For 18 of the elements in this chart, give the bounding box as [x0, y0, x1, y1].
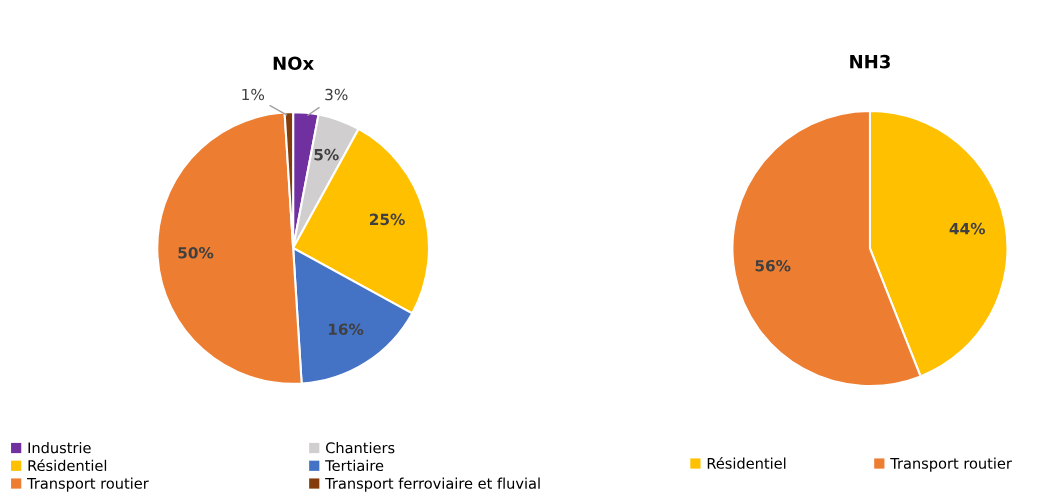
data-label: 1% [242, 88, 265, 101]
data-label: 50% [178, 247, 214, 259]
chart-title: NH3 [850, 54, 890, 69]
data-label: 5% [314, 148, 339, 161]
legend-label: Tertiaire [325, 459, 384, 472]
legend-label: Résidentiel [28, 459, 107, 472]
legend-label: Industrie [28, 442, 91, 454]
legend-label: Transport routier [890, 457, 1012, 472]
data-label: 56% [755, 259, 791, 272]
legend-label: Chantiers [326, 442, 395, 454]
legend-label: Transport routier [27, 477, 149, 492]
legend-label: Transport ferroviaire et fluvial [325, 477, 540, 492]
chart-title: NOx [273, 56, 314, 71]
data-label: 16% [328, 323, 364, 336]
data-label: 44% [949, 222, 986, 235]
legend-label: Résidentiel [707, 456, 786, 469]
data-label: 25% [369, 213, 405, 226]
data-label: 3% [325, 88, 348, 101]
